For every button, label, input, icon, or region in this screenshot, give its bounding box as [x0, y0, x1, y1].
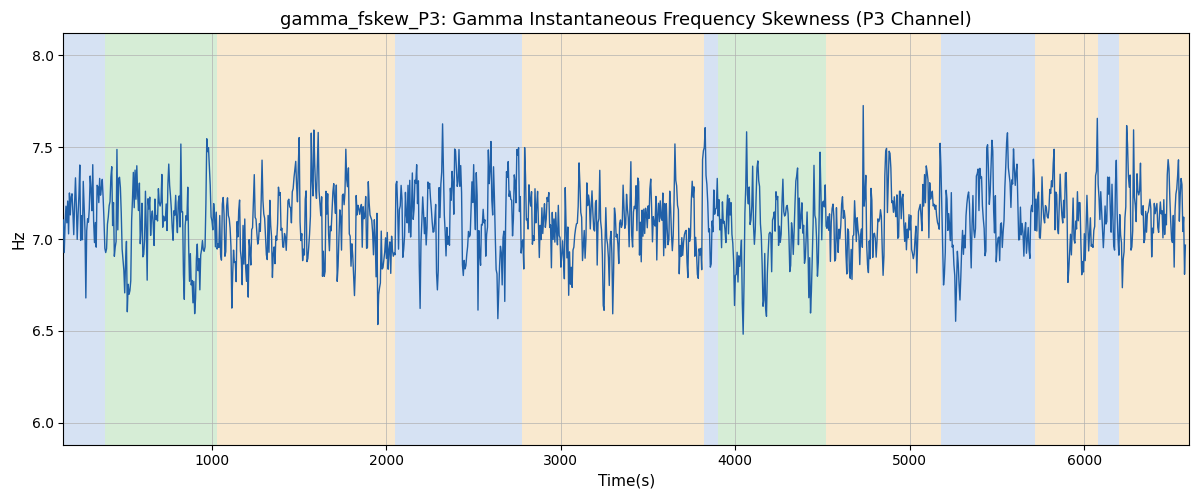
- Bar: [522, 34, 703, 445]
- Bar: [1098, 34, 1120, 445]
- Bar: [703, 34, 718, 445]
- X-axis label: Time(s): Time(s): [598, 474, 655, 489]
- Bar: [395, 34, 522, 445]
- Bar: [106, 34, 217, 445]
- Title: gamma_fskew_P3: Gamma Instantaneous Frequency Skewness (P3 Channel): gamma_fskew_P3: Gamma Instantaneous Freq…: [281, 11, 972, 30]
- Bar: [217, 34, 395, 445]
- Bar: [826, 34, 941, 445]
- Y-axis label: Hz: Hz: [11, 230, 26, 249]
- Bar: [1036, 34, 1098, 445]
- Bar: [718, 34, 826, 445]
- Bar: [1120, 34, 1189, 445]
- Bar: [941, 34, 1036, 445]
- Bar: [64, 34, 106, 445]
